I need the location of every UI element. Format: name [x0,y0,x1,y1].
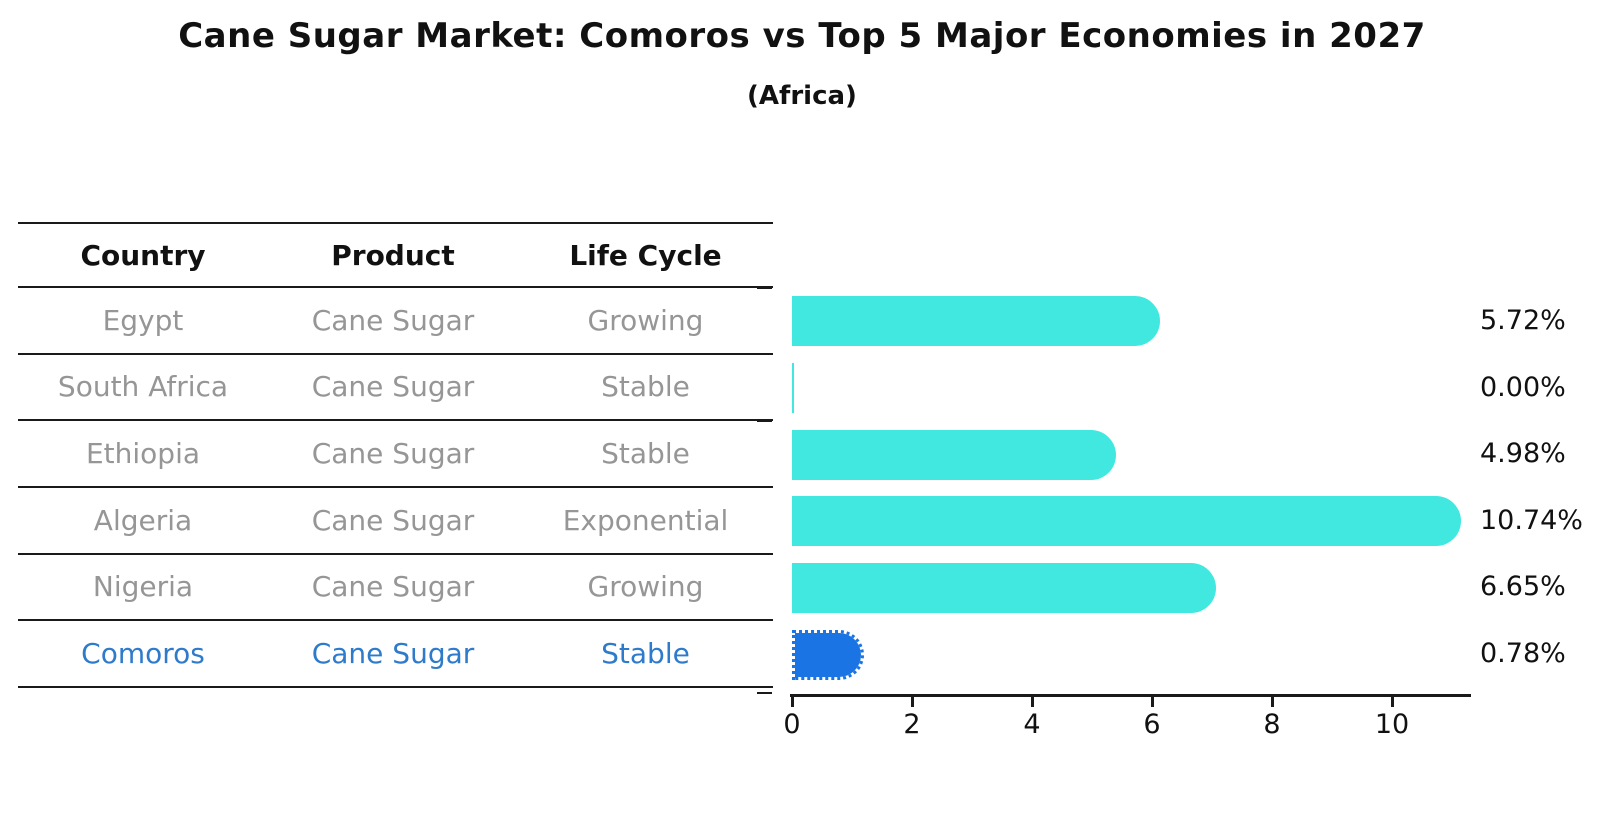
x-axis-line [790,694,1471,697]
value-label-comoros: 0.78% [1480,638,1566,669]
x-axis-tick [911,697,914,707]
cell-country: Ethiopia [85,437,201,471]
x-axis-tick-label: 4 [1023,709,1041,740]
table-row-algeria: Algeria Cane Sugar Exponential [18,488,773,555]
cell-product: Cane Sugar [311,437,475,471]
y-axis-tick [757,553,772,555]
value-label-south-africa: 0.00% [1480,372,1566,403]
cell-life-cycle: Stable [601,437,690,471]
y-axis-tick [757,287,772,289]
header-life-cycle: Life Cycle [569,238,722,272]
y-axis-tick [757,692,772,694]
bar-comoros-highlighted [792,629,864,680]
cell-product: Cane Sugar [311,303,475,337]
bar-ethiopia [792,429,1116,480]
table-row-nigeria: Nigeria Cane Sugar Growing [18,555,773,622]
cell-country: Egypt [102,303,184,337]
cell-country: Nigeria [92,570,194,604]
cell-life-cycle: Stable [601,370,690,404]
cell-country: Algeria [93,503,193,537]
value-label-nigeria: 6.65% [1480,571,1566,602]
cell-country: South Africa [57,370,229,404]
bar-algeria [792,496,1462,547]
value-label-ethiopia: 4.98% [1480,438,1566,469]
x-axis-tick [791,697,794,707]
y-axis-tick [757,353,772,355]
bar-south-africa [792,362,794,413]
country-table: Country Product Life Cycle Egypt Cane Su… [18,222,773,688]
bar-row [792,488,1470,555]
cell-product: Cane Sugar [311,370,475,404]
x-axis-tick-label: 2 [903,709,921,740]
chart-title: Cane Sugar Market: Comoros vs Top 5 Majo… [178,16,1426,56]
cell-life-cycle: Growing [587,570,704,604]
bar-row [792,421,1470,488]
table-row-ethiopia: Ethiopia Cane Sugar Stable [18,421,773,488]
y-axis-tick [757,486,772,488]
cell-product: Cane Sugar [311,503,475,537]
cell-life-cycle: Growing [587,303,704,337]
x-axis-tick [1391,697,1394,707]
table-row-egypt: Egypt Cane Sugar Growing [18,288,773,355]
bar-egypt [792,296,1161,347]
value-label-egypt: 5.72% [1480,305,1566,336]
cell-life-cycle: Stable [601,637,690,671]
x-axis-tick [1031,697,1034,707]
table-row-south-africa: South Africa Cane Sugar Stable [18,355,773,422]
x-axis-tick-label: 8 [1263,709,1281,740]
bar-plot-area [792,288,1470,688]
bar-row [792,288,1470,355]
cell-product: Cane Sugar [311,570,475,604]
header-product: Product [331,238,455,272]
bar-row [792,555,1470,622]
table-header-row: Country Product Life Cycle [18,222,773,288]
x-axis-tick [1271,697,1274,707]
bar-nigeria [792,562,1216,613]
chart-subtitle: (Africa) [747,81,857,111]
y-axis-tick [757,420,772,422]
x-axis-tick-label: 0 [783,709,801,740]
x-axis-tick-label: 10 [1374,709,1410,740]
cell-life-cycle: Exponential [562,503,729,537]
bar-row [792,355,1470,422]
header-country: Country [80,238,206,272]
y-axis-tick [757,619,772,621]
x-axis-tick [1151,697,1154,707]
cell-product: Cane Sugar [311,637,475,671]
cell-country: Comoros [81,637,205,671]
table-row-comoros-highlighted: Comoros Cane Sugar Stable [18,621,773,688]
value-label-algeria: 10.74% [1480,505,1583,536]
bar-row [792,621,1470,688]
x-axis-tick-label: 6 [1143,709,1161,740]
